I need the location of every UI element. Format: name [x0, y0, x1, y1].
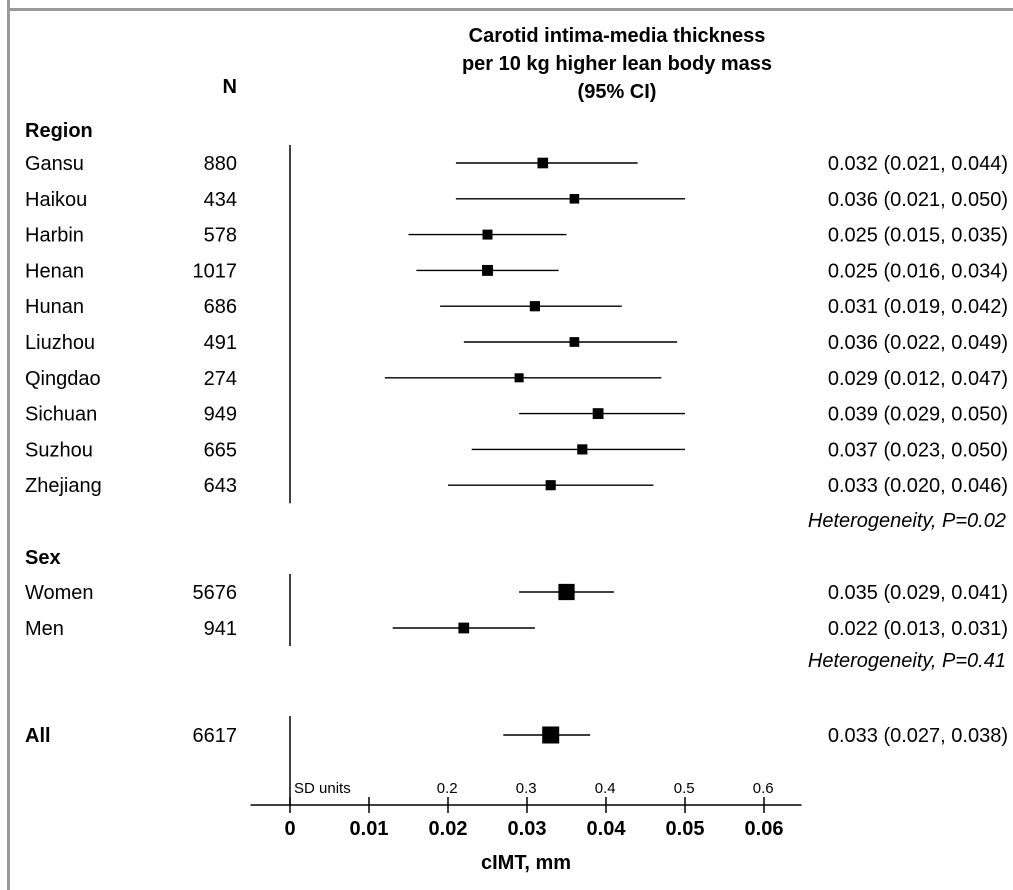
row-label: Haikou: [25, 189, 87, 211]
group-overall: All 6617 0.033 (0.027, 0.038): [25, 725, 1008, 747]
row-n: 491: [204, 332, 237, 354]
estimate-marker: [569, 194, 580, 204]
row-label: Gansu: [25, 153, 84, 175]
title-line-2: per 10 kg higher lean body mass: [462, 53, 772, 75]
row-n: 643: [204, 475, 237, 497]
ci-text: 0.022 (0.013, 0.031): [828, 618, 1008, 640]
heterogeneity-text: Heterogeneity, P=0.02: [808, 510, 1006, 532]
sd-tick-label: 0.2: [437, 780, 458, 797]
frame-border-left: [7, 0, 10, 890]
row-label: Sichuan: [25, 404, 97, 426]
x-tick-label: 0.06: [745, 818, 784, 840]
estimate-marker: [537, 157, 549, 169]
row-label: Harbin: [25, 225, 84, 247]
forest-row-women: Women 5676 0.035 (0.029, 0.041): [25, 582, 1008, 604]
group-sex: Sex Women 5676 0.035 (0.029, 0.041) Men 941 0.…: [25, 547, 1008, 672]
estimate-marker: [545, 480, 556, 491]
forest-row-henan: Henan 1017 0.025 (0.016, 0.034): [25, 260, 1008, 282]
group-heading: Sex: [25, 547, 61, 569]
forest-row-haikou: Haikou 434 0.036 (0.021, 0.050): [25, 189, 1008, 211]
ci-text: 0.039 (0.029, 0.050): [828, 404, 1008, 426]
sd-tick-label: 0.3: [516, 780, 537, 797]
row-label: Henan: [25, 260, 84, 282]
estimate-marker: [592, 408, 604, 419]
ci-text: 0.036 (0.022, 0.049): [828, 332, 1008, 354]
title-line-1: Carotid intima-media thickness: [469, 25, 766, 47]
row-label: Suzhou: [25, 439, 93, 461]
group-heading: Region: [25, 120, 93, 142]
forest-row-gansu: Gansu 880 0.032 (0.021, 0.044): [25, 153, 1008, 175]
estimate-marker: [577, 444, 588, 455]
estimate-marker: [542, 726, 560, 744]
row-n: 434: [204, 189, 237, 211]
sd-units-label: SD units: [294, 780, 351, 797]
ci-text: 0.036 (0.021, 0.050): [828, 189, 1008, 211]
row-label: Liuzhou: [25, 332, 95, 354]
row-n: 665: [204, 439, 237, 461]
row-n: 941: [204, 618, 237, 640]
row-label: Men: [25, 618, 64, 640]
sd-tick-label: 0.5: [674, 780, 695, 797]
row-n: 274: [204, 368, 237, 390]
chart-title: Carotid intima-media thickness per 10 kg…: [462, 25, 772, 103]
estimate-marker: [458, 622, 470, 634]
forest-row-all: All 6617 0.033 (0.027, 0.038): [25, 725, 1008, 747]
estimate-marker: [514, 373, 524, 383]
row-n: 5676: [193, 582, 238, 604]
x-tick-label: 0.04: [587, 818, 627, 840]
ci-text: 0.033 (0.020, 0.046): [828, 475, 1008, 497]
frame-border-top: [7, 8, 1013, 11]
x-axis-label: cIMT, mm: [481, 852, 571, 874]
forest-row-liuzhou: Liuzhou 491 0.036 (0.022, 0.049): [25, 332, 1008, 354]
forest-row-men: Men 941 0.022 (0.013, 0.031): [25, 618, 1008, 640]
ci-text: 0.029 (0.012, 0.047): [828, 368, 1008, 390]
row-label: All: [25, 725, 51, 747]
row-n: 1017: [193, 260, 238, 282]
x-tick-label: 0: [284, 818, 295, 840]
forest-row-harbin: Harbin 578 0.025 (0.015, 0.035): [25, 225, 1008, 247]
ci-text: 0.037 (0.023, 0.050): [828, 439, 1008, 461]
estimate-marker: [482, 229, 493, 240]
sd-tick-label: 0.6: [753, 780, 774, 797]
estimate-marker: [482, 264, 493, 276]
estimate-marker: [569, 337, 580, 347]
row-label: Qingdao: [25, 368, 101, 390]
ci-text: 0.032 (0.021, 0.044): [828, 153, 1008, 175]
row-n: 686: [204, 296, 237, 318]
x-tick-label: 0.03: [508, 818, 547, 840]
forest-row-hunan: Hunan 686 0.031 (0.019, 0.042): [25, 296, 1008, 318]
estimate-marker: [558, 583, 575, 601]
x-axis: SD units cIMT, mm 0.2 0.3 0.4 0.5 0.6 0 0.01 0.…: [250, 716, 802, 874]
row-n: 6617: [193, 725, 238, 747]
heterogeneity-text: Heterogeneity, P=0.41: [808, 650, 1006, 672]
x-tick-label: 0.02: [429, 818, 468, 840]
forest-row-suzhou: Suzhou 665 0.037 (0.023, 0.050): [25, 439, 1008, 461]
x-tick-label: 0.01: [350, 818, 389, 840]
ci-text: 0.025 (0.015, 0.035): [828, 225, 1008, 247]
row-label: Zhejiang: [25, 475, 102, 497]
row-label: Hunan: [25, 296, 84, 318]
forest-rows: Region Gansu 880 0.032 (0.021, 0.044) Haikou…: [25, 120, 1008, 747]
forest-row-zhejiang: Zhejiang 643 0.033 (0.020, 0.046): [25, 475, 1008, 497]
row-n: 949: [204, 404, 237, 426]
ci-text: 0.025 (0.016, 0.034): [828, 260, 1008, 282]
forest-row-qingdao: Qingdao 274 0.029 (0.012, 0.047): [25, 368, 1008, 390]
row-label: Women: [25, 582, 94, 604]
ci-text: 0.035 (0.029, 0.041): [828, 582, 1008, 604]
group-region: Region Gansu 880 0.032 (0.021, 0.044) Haikou…: [25, 120, 1008, 532]
title-line-3: (95% CI): [578, 81, 657, 103]
sd-tick-label: 0.4: [595, 780, 616, 797]
n-column-header: N: [223, 76, 237, 98]
forest-row-sichuan: Sichuan 949 0.039 (0.029, 0.050): [25, 404, 1008, 426]
ci-text: 0.033 (0.027, 0.038): [828, 725, 1008, 747]
ci-text: 0.031 (0.019, 0.042): [828, 296, 1008, 318]
x-tick-label: 0.05: [666, 818, 705, 840]
row-n: 578: [204, 225, 237, 247]
estimate-marker: [529, 301, 541, 312]
row-n: 880: [204, 153, 237, 175]
